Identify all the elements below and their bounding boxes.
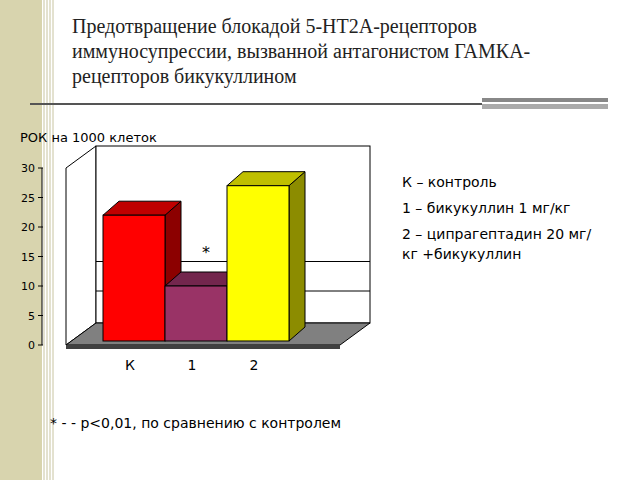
bars: [103, 172, 305, 341]
y-tick-label: 30: [21, 162, 35, 175]
bar: [103, 215, 165, 341]
title-rule-bar: [482, 104, 608, 109]
strip-line: [50, 0, 51, 480]
x-tick-label: К: [125, 357, 135, 373]
bar-top: [227, 172, 305, 186]
title-rule: [30, 103, 482, 105]
bar-side: [289, 172, 305, 341]
y-tick-label: 0: [28, 339, 35, 352]
x-tick-label: 2: [250, 357, 259, 373]
title-rule-bar: [482, 98, 608, 102]
bar-top: [103, 201, 181, 215]
title: Предотвращение блокадой 5-HT2A-рецепторо…: [72, 14, 612, 89]
category-note: К – контроль: [402, 172, 602, 192]
x-tick-label: 1: [188, 357, 197, 373]
y-axis: [42, 168, 43, 345]
y-axis-label: РОК на 1000 клеток: [20, 130, 157, 145]
side-wall: [66, 146, 96, 345]
strip-line: [44, 0, 45, 480]
side-strip: [0, 0, 42, 480]
floor-edge: [66, 345, 340, 349]
y-tick-label: 25: [21, 192, 35, 205]
bar: [165, 286, 227, 341]
footnote: * - - p<0,01, по сравнению с контролем: [50, 415, 341, 431]
y-tick-label: 20: [21, 221, 35, 234]
category-note: 1 – бикукуллин 1 мг/кг: [402, 198, 602, 218]
y-tick-label: 15: [21, 251, 35, 264]
y-tick-label: 5: [28, 310, 35, 323]
bar: [227, 186, 289, 341]
slide: 0 5 10 15 20 25 30 К 1 2 * Предотвращение блокадой …: [0, 0, 640, 480]
significance-mark: *: [202, 243, 210, 262]
category-note: 2 – ципрагептадин 20 мг/кг +бикукуллин: [402, 224, 602, 264]
y-tick-label: 10: [21, 280, 35, 293]
strip-line: [47, 0, 48, 480]
strip-line: [53, 0, 54, 480]
